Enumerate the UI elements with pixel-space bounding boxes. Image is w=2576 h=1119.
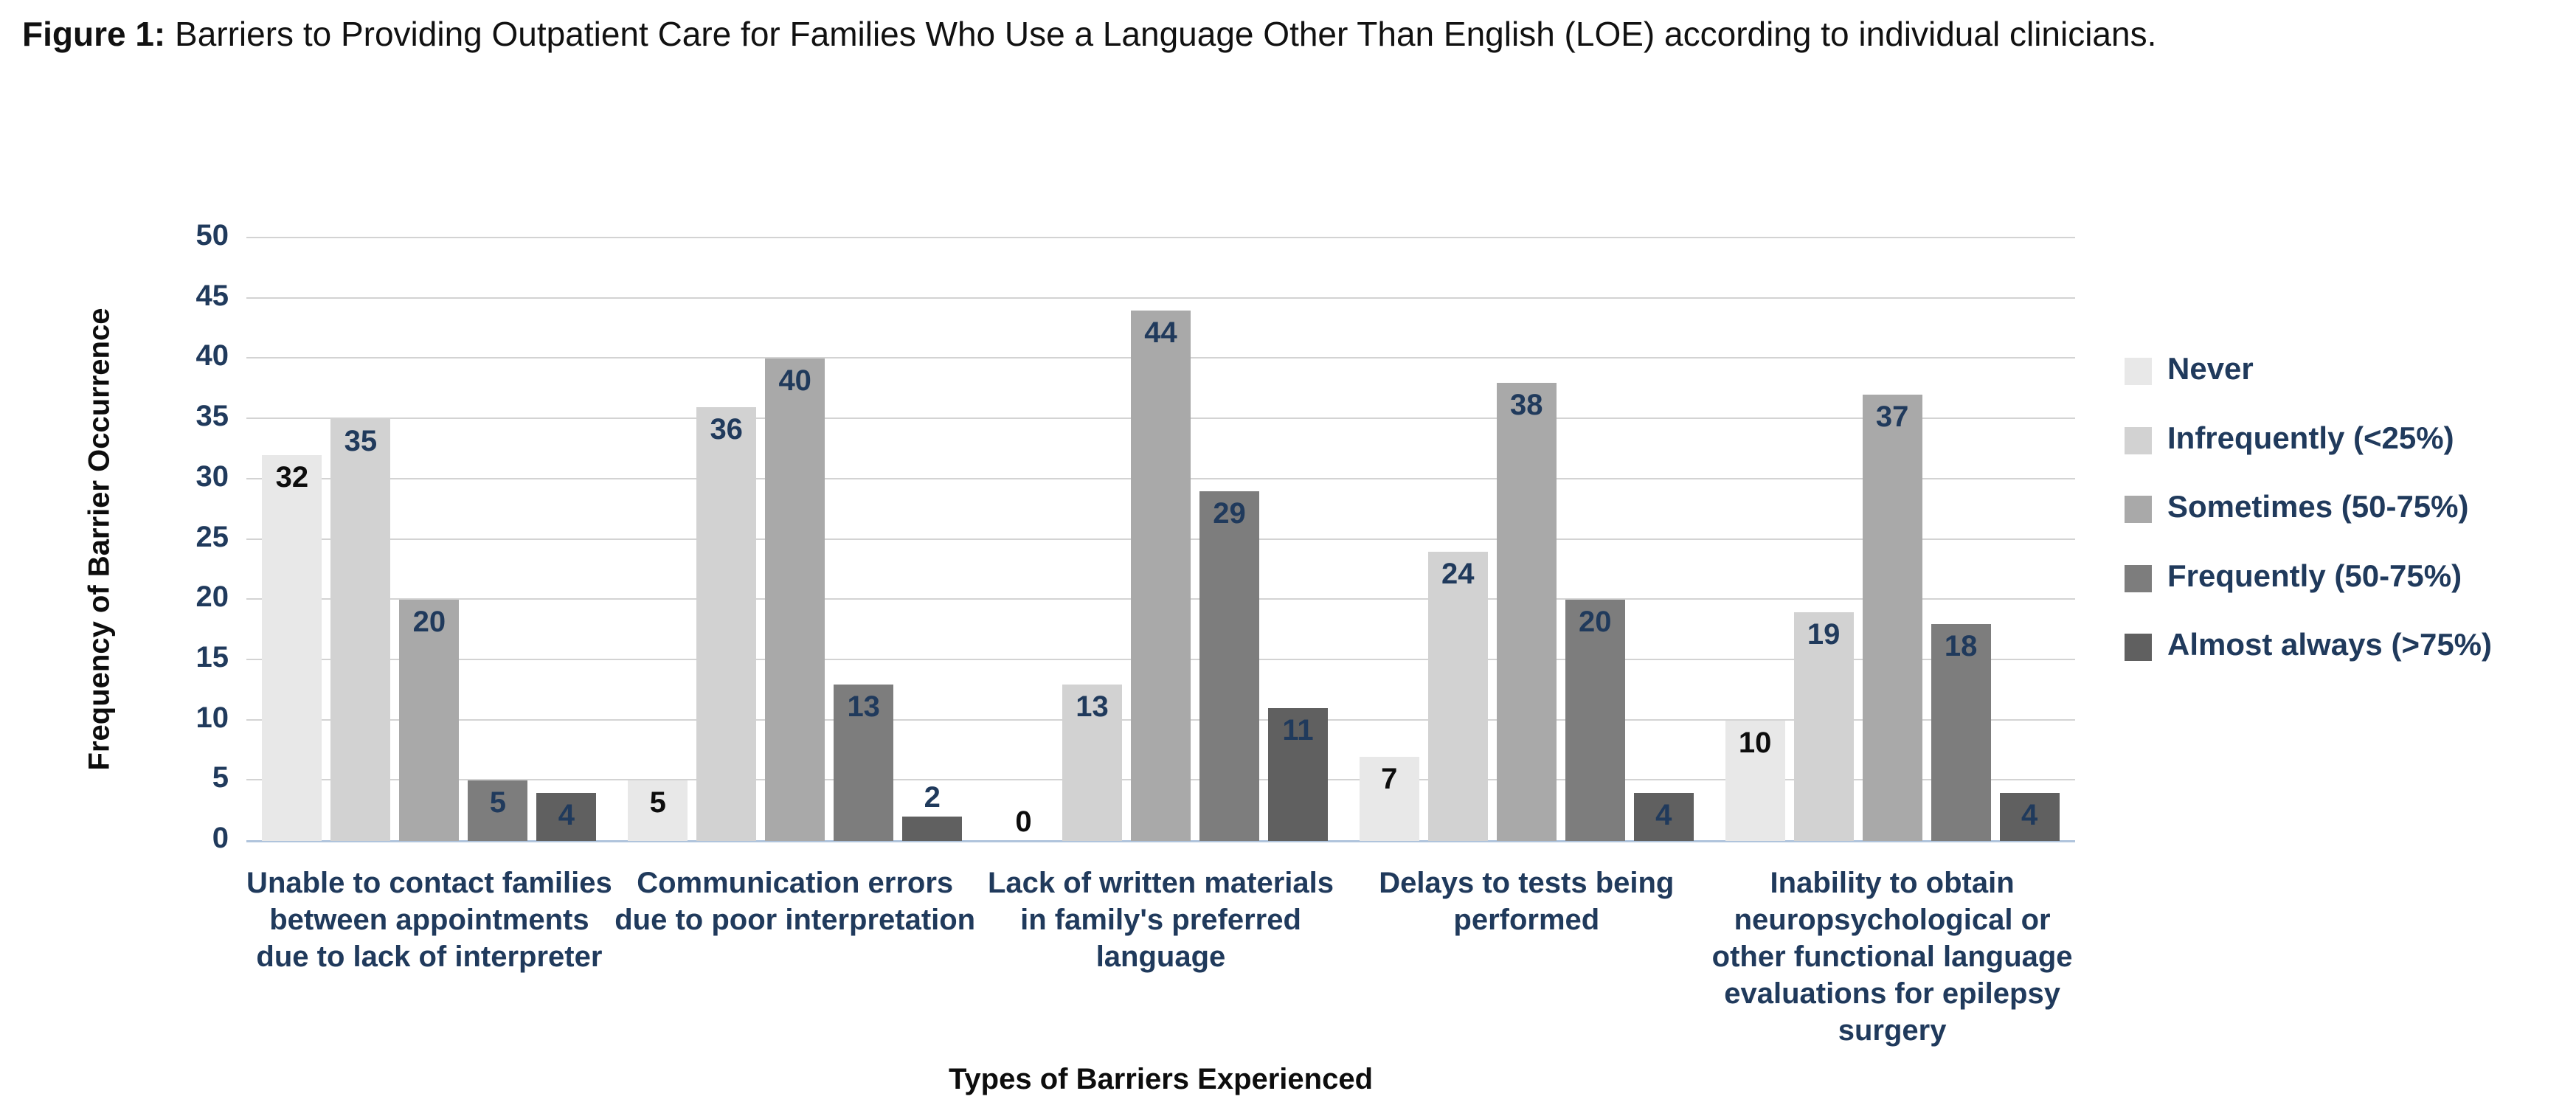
legend-swatch-4: [2125, 564, 2152, 592]
y-tick-label-5: 5: [212, 761, 229, 794]
legend-swatch-5: [2125, 634, 2152, 661]
y-tick-label-40: 40: [195, 339, 229, 373]
bar-value-label-series1-category4: 7: [1381, 762, 1398, 795]
bar-series2-category4: [1427, 551, 1488, 841]
bar-series5-category3: [1268, 708, 1328, 841]
legend-label-1: Never: [2167, 351, 2254, 386]
bar-series1-category1: [262, 455, 322, 841]
gridline-50: [246, 237, 2075, 238]
bar-value-label-series3-category2: 40: [778, 364, 811, 398]
bar-series1-category5: [1725, 720, 1785, 841]
y-tick-label-50: 50: [195, 219, 229, 252]
legend-swatch-3: [2125, 496, 2152, 523]
bar-series3-category1: [399, 600, 460, 841]
bar-value-label-series5-category2: 2: [924, 781, 941, 814]
category-label-3: Lack of written materials in family's pre…: [987, 867, 1334, 973]
bar-value-label-series2-category2: 36: [710, 412, 743, 446]
bar-value-label-series5-category5: 4: [2021, 798, 2038, 831]
y-tick-label-25: 25: [195, 520, 229, 553]
figure-number: Figure 1:: [22, 15, 166, 53]
legend-label-4: Frequently (50-75%): [2167, 558, 2462, 593]
bar-value-label-series1-category5: 10: [1738, 726, 1772, 759]
legend-label-3: Sometimes (50-75%): [2167, 489, 2469, 524]
gridline-45: [246, 297, 2075, 299]
bar-series4-category3: [1199, 491, 1259, 841]
y-tick-label-15: 15: [195, 640, 229, 673]
bar-value-label-series2-category1: 35: [344, 425, 378, 458]
y-tick-label-10: 10: [195, 701, 229, 734]
bar-value-label-series1-category3: 0: [1015, 806, 1032, 838]
bar-series2-category3: [1062, 684, 1122, 841]
category-label-1: Unable to contact families between appoin…: [246, 867, 612, 973]
x-axis-title: Types of Barriers Experienced: [948, 1063, 1374, 1095]
bar-series3-category4: [1496, 383, 1557, 841]
bar-value-label-series2-category3: 13: [1076, 690, 1109, 723]
legend-swatch-2: [2125, 426, 2152, 454]
bar-series5-category2: [902, 817, 963, 841]
y-axis-title: Frequency of Barrier Occurrence: [83, 308, 116, 771]
bar-value-label-series3-category5: 37: [1875, 401, 1909, 434]
bar-series1-category4: [1359, 756, 1419, 841]
y-tick-label-20: 20: [195, 581, 229, 614]
category-label-4: Delays to tests being performed: [1379, 867, 1675, 936]
category-label-2: Communication errors due to poor interpre…: [614, 867, 976, 936]
bar-value-label-series2-category5: 19: [1807, 617, 1841, 651]
y-tick-label-45: 45: [195, 279, 229, 312]
bar-value-label-series5-category1: 4: [558, 798, 575, 831]
bar-value-label-series3-category3: 44: [1144, 316, 1177, 350]
y-tick-label-35: 35: [195, 400, 229, 433]
bar-value-label-series2-category4: 24: [1441, 557, 1475, 590]
bar-series2-category5: [1793, 612, 1854, 841]
figure-caption: Figure 1: Barriers to Providing Outpatie…: [22, 10, 2346, 58]
bar-series5-category4: [1633, 792, 1694, 841]
bar-series2-category2: [696, 406, 757, 841]
bar-series4-category5: [1931, 623, 1991, 841]
bar-value-label-series4-category1: 5: [489, 786, 507, 820]
bar-series4-category4: [1565, 600, 1625, 841]
legend-label-2: Infrequently (<25%): [2167, 420, 2454, 455]
bar-series3-category5: [1862, 395, 1922, 841]
plot-area: 32 35 20 5 4 5 36 40 13 2 0 13 44 29 11 7 24 38 20 4 10 19 37 1…: [246, 237, 2075, 842]
bar-series5-category1: [536, 792, 597, 841]
bar-value-label-series1-category1: 32: [275, 461, 309, 494]
bar-value-label-series4-category2: 13: [847, 690, 880, 723]
bar-series2-category1: [330, 419, 391, 841]
bar-value-label-series4-category5: 18: [1944, 629, 1978, 662]
bar-value-label-series5-category3: 11: [1282, 714, 1314, 747]
bar-value-label-series3-category4: 38: [1510, 389, 1543, 422]
bar-series1-category2: [628, 780, 688, 841]
legend-swatch-1: [2125, 358, 2152, 385]
y-tick-label-0: 0: [212, 822, 229, 854]
bar-series3-category3: [1131, 311, 1191, 841]
x-axis-line: [246, 840, 2075, 842]
bar-series5-category5: [1999, 792, 2060, 841]
figure-caption-text: Barriers to Providing Outpatient Care fo…: [175, 15, 2157, 53]
legend-label-5: Almost always (>75%): [2167, 627, 2493, 662]
y-tick-label-30: 30: [195, 460, 229, 493]
bar-value-label-series4-category3: 29: [1213, 497, 1246, 530]
bar-series3-category2: [765, 358, 825, 841]
category-label-5: Inability to obtain neuropsychological or…: [1711, 867, 2073, 1047]
bar-value-label-series3-category1: 20: [412, 606, 446, 639]
bar-series4-category2: [834, 684, 894, 841]
bar-value-label-series4-category4: 20: [1579, 606, 1612, 639]
bar-series4-category1: [468, 780, 528, 841]
bar-value-label-series1-category2: 5: [649, 786, 666, 820]
bar-value-label-series5-category4: 4: [1655, 798, 1672, 831]
